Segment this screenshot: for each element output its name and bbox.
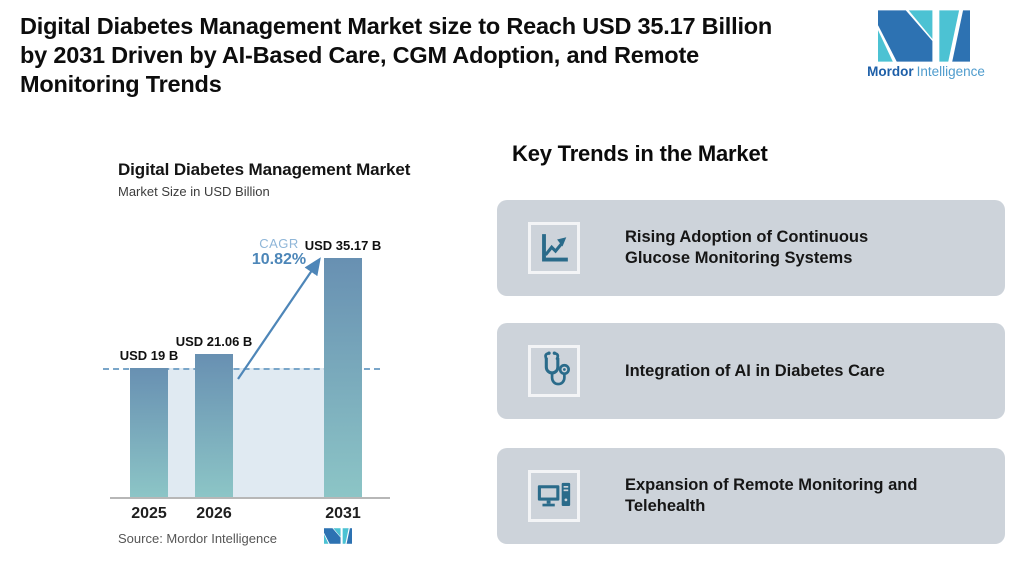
growth-arrow-icon	[237, 257, 321, 380]
trend-card-title-line-2: Glucose Monitoring Systems	[625, 249, 853, 267]
bar-2025	[130, 368, 168, 497]
trend-card-title-line-1: Expansion of Remote Monitoring and	[625, 476, 918, 494]
page-title-line-3: Monitoring Trends	[20, 71, 222, 97]
bar-chart: USD 19 B USD 21.06 B USD 35.17 B 2025 20…	[103, 230, 390, 522]
trend-card-title-line-2: Telehealth	[625, 497, 706, 515]
cagr-annotation: CAGR 10.82%	[235, 236, 323, 269]
line-chart-growth-icon	[542, 234, 568, 262]
page-title: Digital Diabetes Management Market size …	[20, 12, 870, 99]
brand-name-light: Intelligence	[916, 64, 985, 79]
stethoscope-icon	[544, 351, 570, 386]
trend-card-icon-box	[528, 470, 580, 522]
chart-subtitle: Market Size in USD Billion	[118, 184, 270, 199]
page-title-line-2: by 2031 Driven by AI-Based Care, CGM Ado…	[20, 42, 699, 68]
mordor-intelligence-logo: Mordor Intelligence	[867, 10, 998, 79]
trend-card-title-line-1: Rising Adoption of Continuous	[625, 228, 869, 246]
desktop-computer-icon	[537, 482, 571, 507]
bar-value-label-2025: USD 19 B	[119, 348, 179, 363]
trend-card-ai: Integration of AI in Diabetes Care	[497, 323, 1005, 419]
bar-2031	[324, 258, 362, 497]
trends-heading: Key Trends in the Market	[512, 141, 768, 166]
trend-card-title-line-1: Integration of AI in Diabetes Care	[625, 361, 885, 380]
trend-card-title: Integration of AI in Diabetes Care	[625, 361, 995, 382]
x-axis-label-2025: 2025	[131, 505, 167, 522]
trend-card-cgm: Rising Adoption of Continuous Glucose Mo…	[497, 200, 1005, 296]
reference-fill-area	[130, 368, 362, 497]
mordor-logo-icon	[878, 10, 970, 62]
bar-value-label-2026: USD 21.06 B	[175, 334, 253, 349]
brand-name-bold: Mordor	[867, 64, 914, 79]
trend-card-title: Expansion of Remote Monitoring and Teleh…	[625, 475, 995, 517]
trend-card-icon-box	[528, 222, 580, 274]
trend-card-icon-box	[528, 345, 580, 397]
reference-dashed-line	[103, 368, 380, 370]
chart-title: Digital Diabetes Management Market	[118, 160, 411, 179]
page-title-line-1: Digital Diabetes Management Market size …	[20, 13, 773, 39]
source-mordor-logo-icon	[324, 528, 352, 544]
cagr-value: 10.82%	[251, 251, 307, 268]
bar-2026	[195, 354, 233, 497]
trend-card-telehealth: Expansion of Remote Monitoring and Teleh…	[497, 448, 1005, 544]
trend-card-title: Rising Adoption of Continuous Glucose Mo…	[625, 227, 995, 269]
x-axis-label-2031: 2031	[325, 505, 361, 522]
mordor-logo-wordmark: Mordor Intelligence	[862, 64, 990, 79]
cagr-label: CAGR	[259, 236, 299, 251]
x-axis-label-2026: 2026	[196, 505, 232, 522]
source-attribution: Source: Mordor Intelligence	[118, 531, 277, 546]
bar-value-label-2031: USD 35.17 B	[304, 238, 382, 253]
